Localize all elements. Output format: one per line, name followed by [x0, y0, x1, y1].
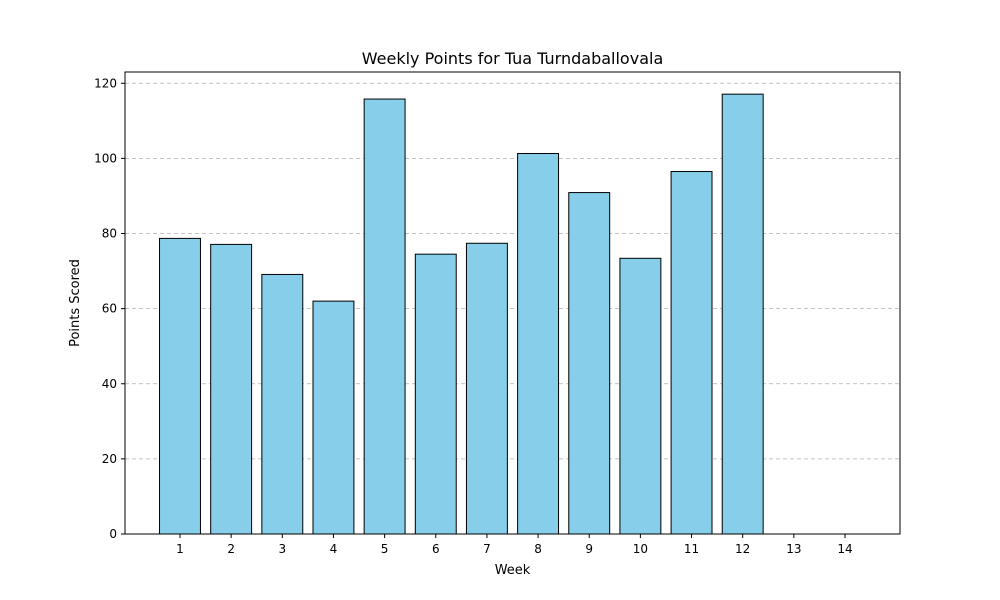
bars: [159, 93, 764, 535]
y-tick-label: 60: [102, 302, 117, 316]
bar-week-3: [261, 273, 304, 535]
y-tick-label: 40: [102, 377, 117, 391]
bar-week-12: [721, 93, 764, 535]
x-tick-label: 6: [432, 542, 440, 556]
bar-week-1: [159, 237, 201, 535]
y-axis-label: Points Scored: [68, 259, 83, 347]
x-tick-label: 4: [330, 542, 338, 556]
gridlines: [125, 82, 900, 535]
x-tick-label: 13: [786, 542, 801, 556]
plot-frame: [124, 71, 901, 535]
x-tick-label: 8: [534, 542, 542, 556]
x-tick-label: 14: [837, 542, 852, 556]
x-tick-label: 10: [633, 542, 648, 556]
y-tick-label: 20: [102, 452, 117, 466]
x-tick-label: 3: [278, 542, 286, 556]
bar-week-4: [312, 300, 355, 535]
chart-title: Weekly Points for Tua Turndaballovala: [362, 49, 664, 68]
bar-week-9: [568, 192, 611, 535]
y-tick-label: 120: [94, 76, 117, 90]
x-axis-ticks: 1 2 3 4 5 6 7 8 9 10 11 12 13 14: [176, 534, 853, 556]
x-axis-label: Week: [495, 563, 531, 578]
y-axis-ticks: 0 20 40 60 80 100 120: [94, 76, 125, 541]
bar-week-2: [210, 243, 253, 535]
bar-week-6: [414, 253, 457, 535]
y-tick-label: 0: [109, 527, 117, 541]
x-tick-label: 9: [585, 542, 593, 556]
y-tick-label: 100: [94, 151, 117, 165]
bar-week-5: [363, 98, 406, 535]
x-tick-label: 7: [483, 542, 491, 556]
y-tick-label: 80: [102, 227, 117, 241]
x-tick-label: 12: [735, 542, 750, 556]
x-tick-label: 11: [684, 542, 699, 556]
bar-week-11: [670, 171, 713, 535]
x-tick-label: 5: [381, 542, 389, 556]
bar-week-10: [619, 257, 662, 535]
x-tick-label: 1: [176, 542, 184, 556]
x-tick-label: 2: [227, 542, 235, 556]
bar-week-8: [517, 153, 560, 535]
bar-week-7: [465, 242, 508, 535]
